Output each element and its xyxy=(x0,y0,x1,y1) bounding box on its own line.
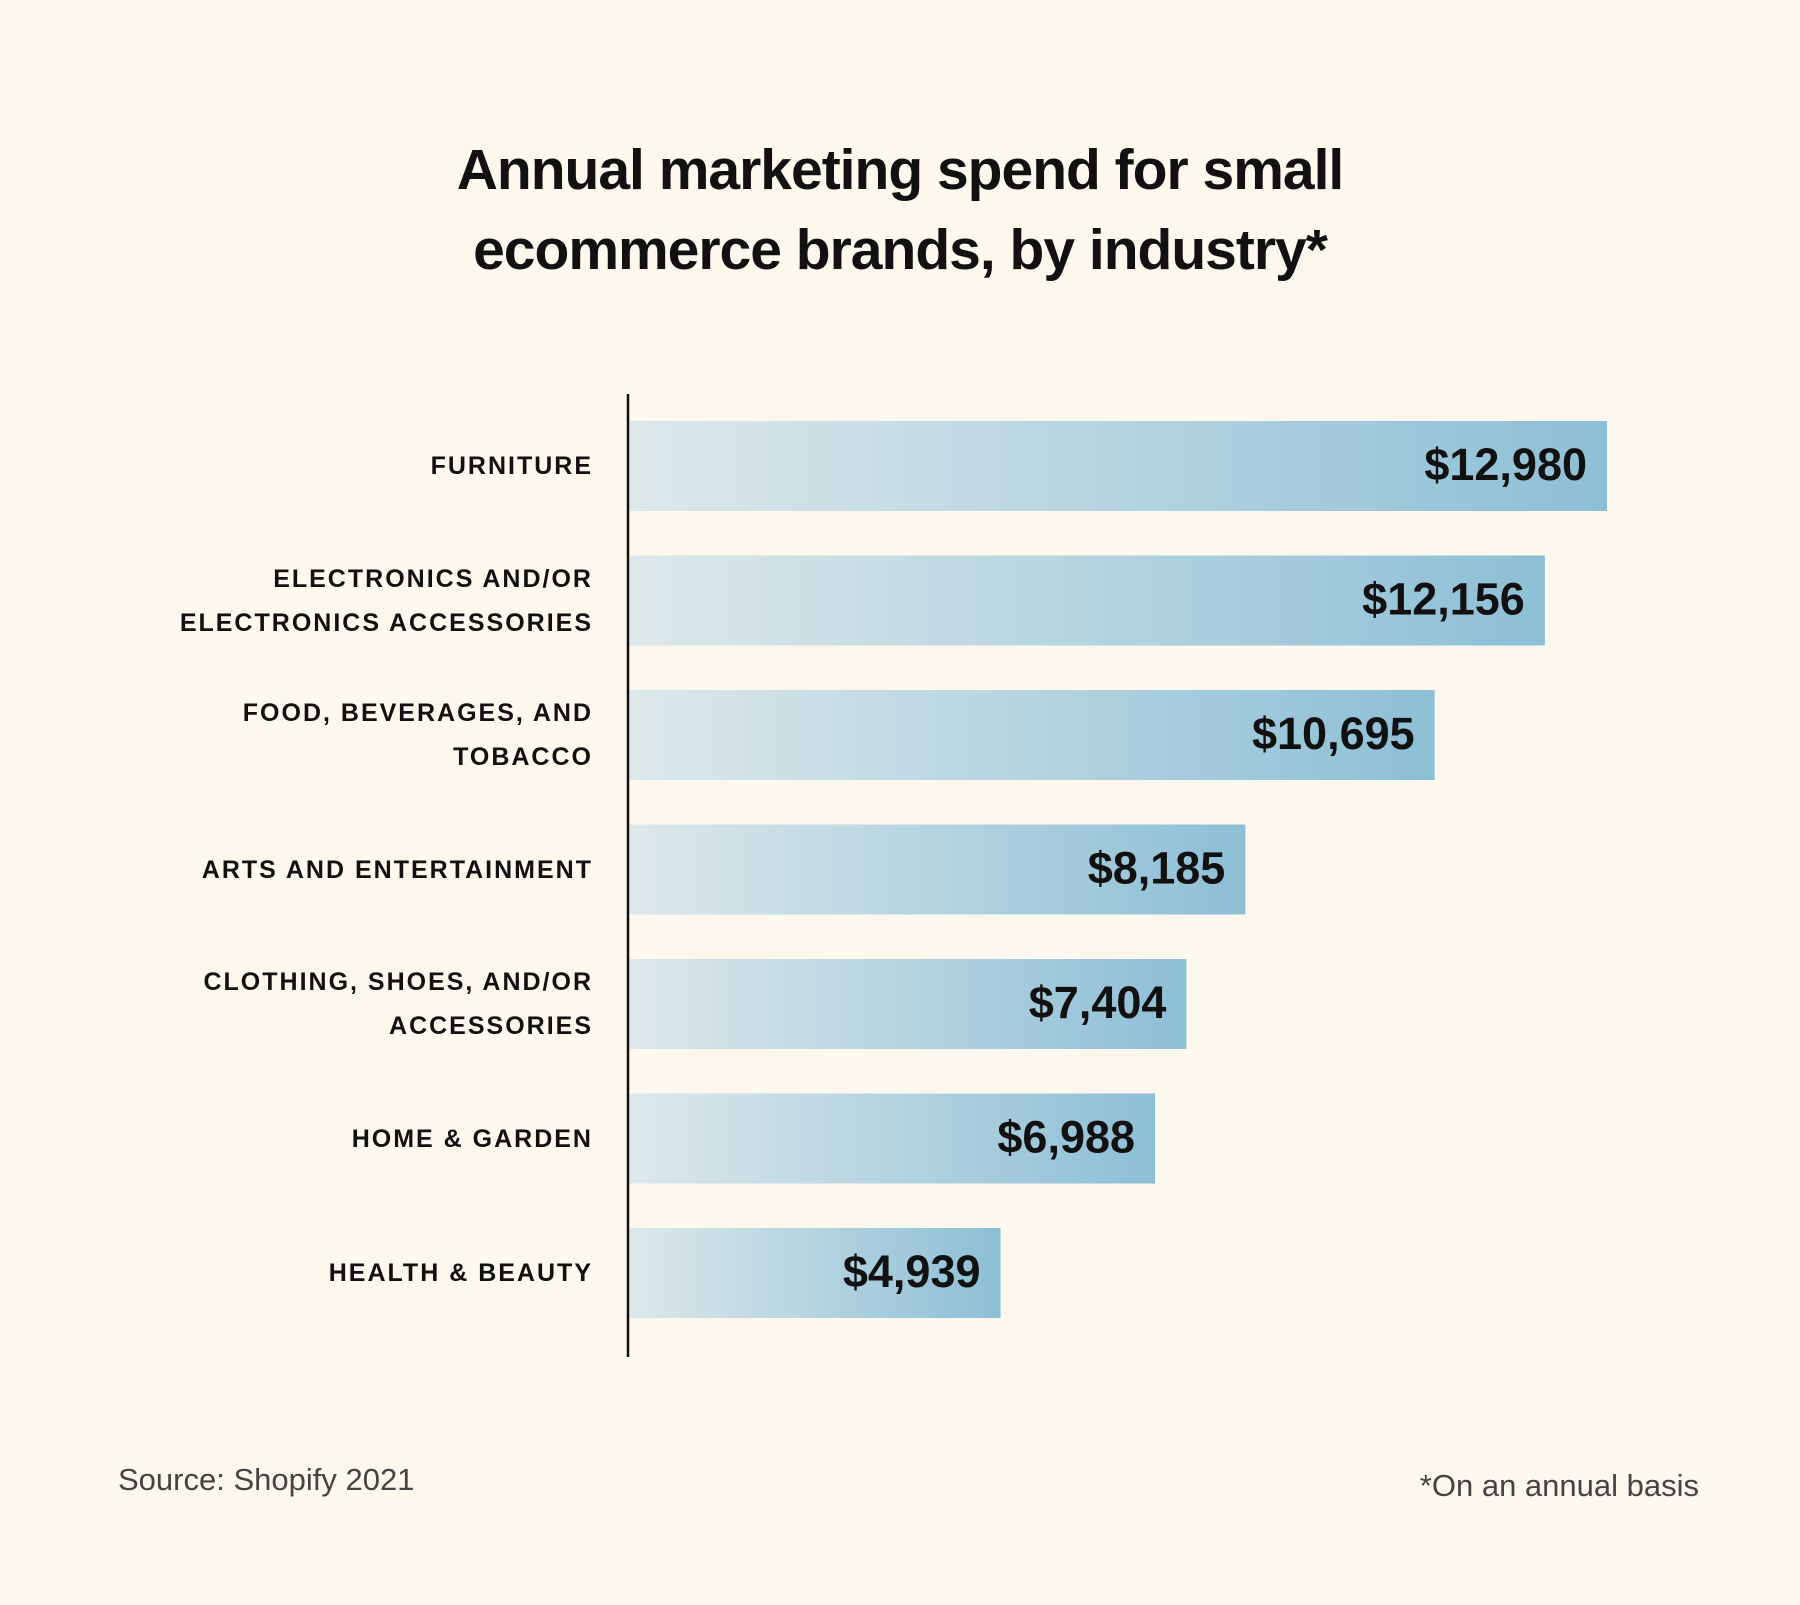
value-label: $6,988 xyxy=(997,1111,1135,1162)
value-label: $4,939 xyxy=(843,1246,981,1297)
bar xyxy=(629,824,1246,915)
category-label: FOOD, BEVERAGES, AND TOBACCO xyxy=(242,699,593,771)
source: Source: Shopify 2021 xyxy=(118,1462,415,1497)
value-label: $7,404 xyxy=(1029,977,1167,1028)
bar xyxy=(629,1093,1156,1184)
value-label: $12,980 xyxy=(1424,439,1587,490)
category-label: HOME & GARDEN xyxy=(351,1124,593,1153)
category-label: CLOTHING, SHOES, AND/OR ACCESSORIES xyxy=(203,968,593,1040)
category-label: HEALTH & BEAUTY xyxy=(328,1259,593,1287)
chart-title: Annual marketing spend for small ecommer… xyxy=(456,138,1345,282)
bar xyxy=(629,555,1545,646)
bar xyxy=(629,690,1435,780)
value-label: $10,695 xyxy=(1252,708,1415,759)
value-label: $12,156 xyxy=(1362,573,1525,624)
bar xyxy=(629,421,1607,511)
bar xyxy=(629,959,1187,1049)
footnote: *On an annual basis xyxy=(1419,1468,1699,1503)
bar xyxy=(629,1228,1001,1318)
category-label: ELECTRONICS AND/OR ELECTRONICS ACCESSORI… xyxy=(179,564,593,637)
category-label: FURNITURE xyxy=(430,452,593,480)
value-label: $8,185 xyxy=(1088,842,1226,893)
category-label: ARTS AND ENTERTAINMENT xyxy=(201,855,593,884)
